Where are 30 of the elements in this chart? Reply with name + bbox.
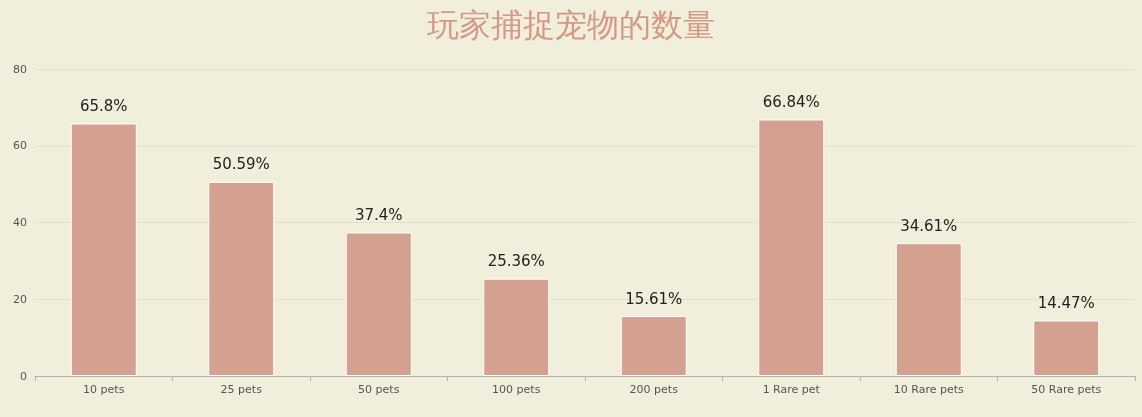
x-tick-label: 100 pets [492, 383, 541, 396]
data-label: 34.61% [900, 216, 958, 235]
bar [70, 123, 137, 376]
x-tick-label: 10 Rare pets [893, 383, 964, 396]
data-label: 50.59% [212, 155, 270, 174]
data-label: 15.61% [625, 289, 683, 308]
bar [1033, 320, 1100, 376]
bar [483, 278, 550, 376]
x-tick-label: 50 Rare pets [1031, 383, 1102, 396]
bar [620, 316, 687, 376]
data-label: 14.47% [1037, 293, 1095, 312]
y-tick-label: 0 [20, 369, 27, 383]
x-tick-label: 200 pets [629, 383, 679, 396]
data-label: 66.84% [762, 93, 820, 111]
x-tick-label: 1 Rare pet [762, 383, 821, 396]
x-tick-label: 50 pets [358, 383, 400, 396]
bar [758, 119, 825, 376]
data-label: 25.36% [487, 252, 545, 271]
data-label: 37.4% [354, 205, 403, 224]
x-tick-label: 10 pets [83, 383, 125, 396]
chart-title: 玩家捕捉宠物的数量 [427, 6, 715, 44]
x-tick-label: 25 pets [220, 383, 263, 396]
bar [208, 181, 275, 376]
y-tick-label: 60 [13, 139, 27, 153]
y-tick-label: 80 [13, 62, 27, 76]
bar [345, 232, 412, 376]
bar [895, 243, 962, 376]
y-tick-label: 40 [13, 216, 27, 229]
y-tick-label: 20 [13, 292, 27, 306]
data-label: 65.8% [79, 96, 128, 115]
